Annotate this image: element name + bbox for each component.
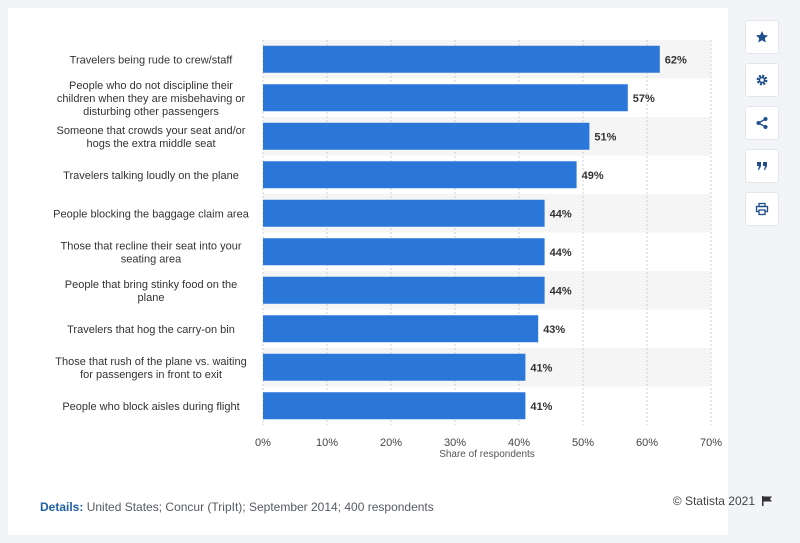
- bar: [263, 353, 526, 381]
- x-tick-label: 50%: [572, 437, 594, 449]
- x-axis-ticks: 0% 10% 20% 30% 40% 50% 60% 70%: [255, 437, 722, 449]
- value-label: 43%: [543, 324, 565, 336]
- gear-icon: [756, 74, 768, 86]
- chart-card: Travelers being rude to crew/staff People…: [8, 8, 728, 535]
- toolbar: [745, 20, 781, 235]
- value-label: 44%: [550, 285, 572, 297]
- category-labels: Travelers being rude to crew/staff People…: [53, 54, 250, 413]
- quote-icon: [757, 162, 767, 170]
- bar: [263, 45, 660, 73]
- value-label: 41%: [530, 401, 552, 413]
- print-button[interactable]: [745, 192, 779, 226]
- bar: [263, 199, 545, 227]
- x-tick-label: 30%: [444, 437, 466, 449]
- bar: [263, 238, 545, 266]
- print-icon: [755, 202, 769, 216]
- settings-button[interactable]: [745, 63, 779, 97]
- details-label: Details:: [40, 500, 84, 514]
- value-label: 41%: [530, 362, 552, 374]
- category-label: Travelers being rude to crew/staff: [70, 54, 234, 66]
- copyright[interactable]: © Statista 2021: [673, 494, 773, 508]
- x-tick-label: 70%: [700, 437, 722, 449]
- details-note: Details: United States; Concur (TripIt);…: [40, 500, 434, 514]
- value-label: 51%: [594, 131, 616, 143]
- bars: [263, 45, 660, 420]
- value-label: 44%: [550, 247, 572, 259]
- category-label: People that bring stinky food on the plan…: [65, 279, 237, 304]
- value-label: 62%: [665, 54, 687, 66]
- cite-button[interactable]: [745, 149, 779, 183]
- flag-icon: [762, 496, 772, 506]
- value-label: 57%: [633, 93, 655, 105]
- bar-chart: Travelers being rude to crew/staff People…: [53, 40, 722, 460]
- x-tick-label: 60%: [636, 437, 658, 449]
- category-label: Travelers that hog the carry-on bin: [67, 324, 235, 336]
- x-tick-label: 20%: [380, 437, 402, 449]
- x-axis-title: Share of respondents: [439, 449, 535, 460]
- category-label: People who do not discipline their childr…: [57, 80, 246, 118]
- category-label: Someone that crowds your seat and/or hogs…: [57, 125, 246, 150]
- bar: [263, 276, 545, 304]
- bar: [263, 392, 526, 420]
- category-label: Those that rush of the plane vs. waiting…: [55, 356, 246, 381]
- category-label: People who block aisles during flight: [62, 401, 239, 413]
- x-tick-label: 0%: [255, 437, 271, 449]
- bar: [263, 122, 590, 150]
- favorite-button[interactable]: [745, 20, 779, 54]
- copyright-text: © Statista 2021: [672, 494, 755, 508]
- bar: [263, 315, 539, 343]
- value-labels: 62% 57% 51% 49% 44% 44% 44% 43% 41% 41%: [530, 54, 687, 413]
- category-label: Travelers talking loudly on the plane: [63, 170, 239, 182]
- bar: [263, 84, 628, 112]
- value-label: 49%: [582, 170, 604, 182]
- category-label: Those that recline their seat into your s…: [61, 240, 242, 265]
- category-label: People blocking the baggage claim area: [53, 208, 250, 220]
- star-icon: [756, 31, 768, 43]
- bar: [263, 161, 577, 189]
- share-icon: [756, 117, 768, 129]
- value-label: 44%: [550, 208, 572, 220]
- share-button[interactable]: [745, 106, 779, 140]
- details-text: United States; Concur (TripIt); Septembe…: [83, 500, 434, 514]
- x-tick-label: 10%: [316, 437, 338, 449]
- x-tick-label: 40%: [508, 437, 530, 449]
